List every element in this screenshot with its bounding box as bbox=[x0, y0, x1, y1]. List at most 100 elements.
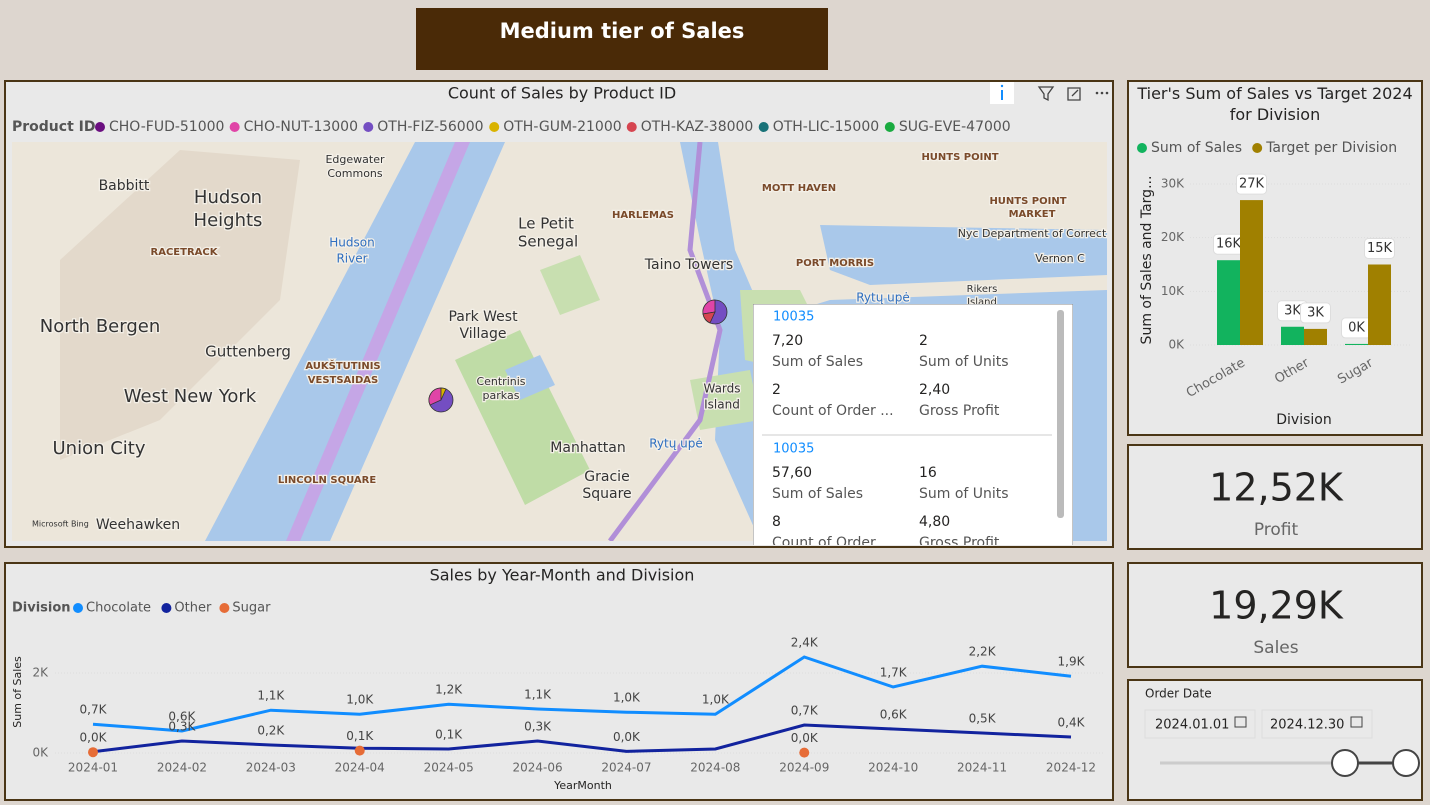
chart-title-box: Tier's Sum of Sales vs Target 2024 for D… bbox=[1137, 84, 1413, 124]
tooltip-id: 10035 bbox=[773, 442, 814, 457]
data-label: 0,3K bbox=[524, 720, 552, 734]
series-line bbox=[92, 723, 1072, 754]
chart-title: Sales by Year-Month and Division bbox=[430, 566, 695, 585]
x-axis-title: YearMonth bbox=[553, 779, 612, 792]
y-tick-label: 2K bbox=[32, 666, 49, 680]
place-label: HARLEMAS bbox=[612, 210, 674, 221]
place-label: Island bbox=[704, 398, 740, 412]
focus-icon[interactable] bbox=[1067, 87, 1081, 101]
slider-handle[interactable] bbox=[1392, 749, 1420, 777]
y-tick-label: 20K bbox=[1161, 230, 1185, 244]
data-label: 3K bbox=[1307, 305, 1324, 320]
place-label: Vernon C bbox=[1035, 252, 1085, 265]
y-tick-label: 10K bbox=[1161, 284, 1185, 298]
x-tick-label: 2024-08 bbox=[690, 761, 740, 775]
y-tick-label: 0K bbox=[32, 746, 49, 760]
legend-label: OTH-KAZ-38000 bbox=[641, 119, 754, 135]
header-title: Medium tier of Sales bbox=[500, 19, 745, 43]
place-label: Taino Towers bbox=[644, 257, 733, 273]
place-label: Le Petit bbox=[518, 215, 574, 233]
highway bbox=[286, 142, 470, 541]
place-label: Commons bbox=[327, 167, 383, 180]
chart-title: Tier's Sum of Sales vs Target 2024 for D… bbox=[1137, 84, 1413, 124]
place-label: Manhattan bbox=[550, 440, 625, 456]
tooltip-label: Count of Order ... bbox=[772, 403, 894, 419]
tooltip-label: Sum of Sales bbox=[772, 354, 863, 370]
bar bbox=[1281, 326, 1304, 345]
legend-marker bbox=[363, 122, 374, 132]
data-label: 0K bbox=[1348, 320, 1365, 335]
x-tick-label: 2024-10 bbox=[868, 761, 918, 775]
place-label: Senegal bbox=[518, 233, 578, 251]
data-label: 15K bbox=[1367, 241, 1393, 256]
map-tooltip: 10035 7,20 Sum of Sales 2 Sum of Units 2 Count… bbox=[753, 304, 1073, 551]
place-label: Nyc Department of Correct bbox=[958, 227, 1107, 240]
place-label: Rikers bbox=[967, 284, 998, 295]
series-marker bbox=[354, 745, 365, 756]
place-label: Union City bbox=[52, 438, 145, 459]
data-label-box bbox=[1300, 302, 1331, 324]
tooltip-label: Gross Profit bbox=[919, 535, 1000, 551]
legend-marker bbox=[73, 603, 83, 613]
place-label: AUKŠTUTINIS bbox=[305, 359, 380, 372]
data-label-box bbox=[1236, 173, 1267, 195]
tooltip-label: Gross Profit bbox=[919, 403, 1000, 419]
card-label: Sales bbox=[1253, 638, 1298, 658]
place-label: parkas bbox=[483, 389, 520, 402]
bay bbox=[820, 225, 1107, 285]
place-label: MOTT HAVEN bbox=[762, 183, 836, 194]
place-label: HUNTS POINT bbox=[989, 196, 1066, 207]
x-tick-label: 2024-06 bbox=[512, 761, 562, 775]
line-panel bbox=[4, 562, 1114, 801]
end-date-box[interactable] bbox=[1261, 709, 1373, 739]
legend-label: OTH-GUM-21000 bbox=[503, 119, 621, 135]
start-date-box[interactable] bbox=[1144, 709, 1256, 739]
tooltip-value: 2 bbox=[919, 333, 928, 349]
legend-label: OTH-LIC-15000 bbox=[773, 119, 879, 135]
data-label: 0,3K bbox=[168, 720, 196, 734]
place-label: West New York bbox=[124, 386, 257, 407]
map-attribution: Microsoft Bing bbox=[32, 520, 89, 529]
reservoir bbox=[505, 355, 555, 400]
place-label: Rytų upė bbox=[856, 291, 910, 305]
slicer-title: Order Date bbox=[1145, 687, 1212, 701]
bar bbox=[1240, 200, 1263, 345]
park bbox=[540, 255, 600, 315]
data-label: 0,5K bbox=[969, 712, 997, 726]
data-label: 1,9K bbox=[1058, 655, 1086, 669]
data-label: 27K bbox=[1239, 177, 1265, 192]
place-label: North Bergen bbox=[40, 316, 160, 337]
data-label: 1,0K bbox=[702, 693, 730, 707]
tooltip-value: 4,80 bbox=[919, 514, 950, 530]
tooltip-value: 2 bbox=[772, 382, 781, 398]
legend-marker bbox=[229, 122, 240, 132]
slider-handle[interactable] bbox=[1331, 749, 1359, 777]
data-label: 0,0K bbox=[613, 730, 641, 744]
fdr-drive bbox=[607, 142, 723, 541]
calendar-icon[interactable] bbox=[1350, 716, 1363, 728]
bar bbox=[1368, 264, 1391, 345]
place-label: Rytų upė bbox=[649, 437, 703, 451]
urban-area bbox=[60, 150, 300, 460]
tooltip-scrollbar[interactable] bbox=[1057, 310, 1064, 518]
sales-card bbox=[1127, 562, 1423, 668]
calendar-icon[interactable] bbox=[1234, 716, 1247, 728]
legend-title: Division bbox=[12, 601, 71, 616]
place-label: Guttenberg bbox=[205, 343, 291, 361]
data-label: 1,1K bbox=[257, 689, 285, 703]
filter-icon[interactable] bbox=[1037, 86, 1055, 102]
y-tick-label: 30K bbox=[1161, 177, 1185, 191]
x-tick-label: 2024-09 bbox=[779, 761, 829, 775]
y-tick-label: 0K bbox=[1168, 338, 1185, 352]
legend-label: Chocolate bbox=[86, 601, 151, 616]
tooltip-value: 8 bbox=[772, 514, 781, 530]
y-axis-title: Sum of Sales bbox=[11, 656, 24, 728]
place-label: Centrinis bbox=[476, 375, 525, 388]
x-tick-label: 2024-03 bbox=[246, 761, 296, 775]
card-value: 12,52K bbox=[1209, 466, 1344, 510]
legend-label: Target per Division bbox=[1265, 140, 1397, 156]
x-tick-label: 2024-12 bbox=[1046, 761, 1096, 775]
place-label: Heights bbox=[194, 210, 263, 231]
place-label: LINCOLN SQUARE bbox=[278, 475, 376, 486]
more-options[interactable] bbox=[1095, 91, 1109, 95]
